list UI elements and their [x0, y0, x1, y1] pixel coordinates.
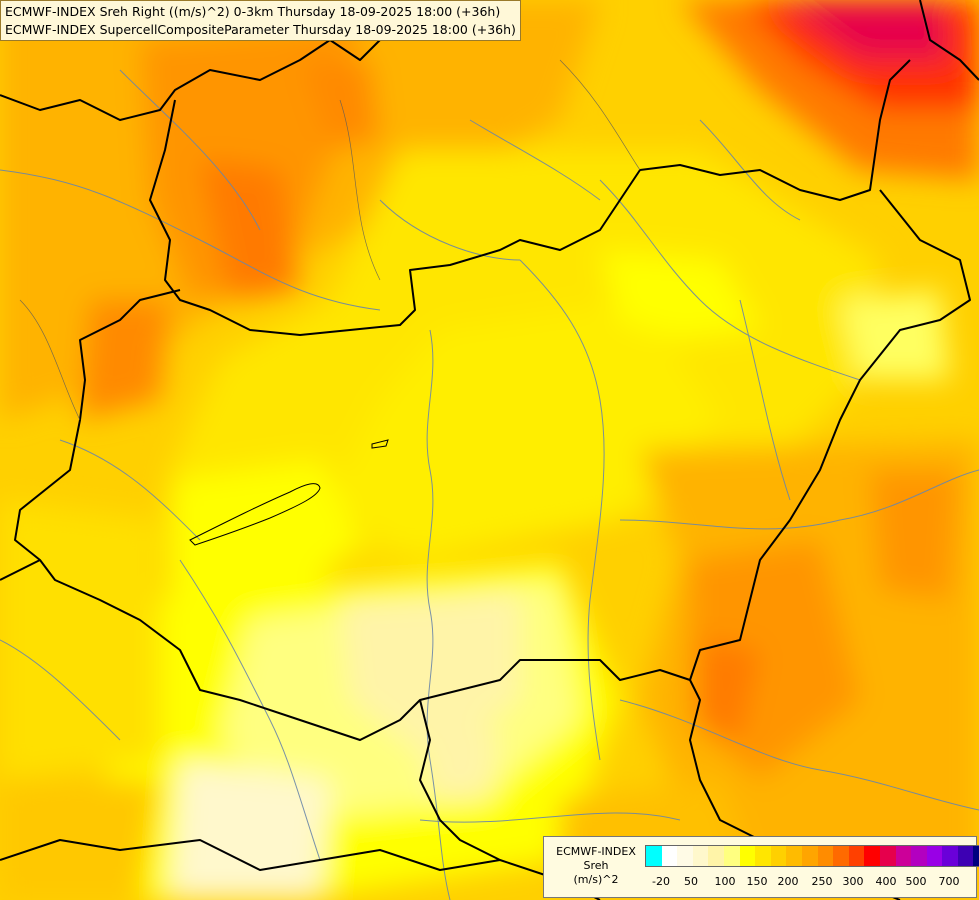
header-line-scp: ECMWF-INDEX SupercellCompositeParameter …: [5, 22, 516, 37]
legend-swatch: [677, 846, 693, 866]
header-panel: ECMWF-INDEX Sreh Right ((m/s)^2) 0-3km T…: [0, 0, 521, 41]
legend-ticks: -20 50 100 150 200 250 300 400 500 700: [544, 875, 976, 891]
legend-swatch: [739, 846, 756, 866]
legend-swatch: [864, 846, 880, 866]
legend-tick-label: 200: [777, 875, 799, 888]
legend-swatch: [661, 846, 678, 866]
legend-swatch: [801, 846, 818, 866]
small-lake: [371, 439, 389, 449]
legend-swatch: [911, 846, 927, 866]
rivers: [0, 69, 979, 900]
legend-swatch: [848, 846, 865, 866]
legend-swatch: [692, 846, 709, 866]
legend-swatch: [926, 846, 943, 866]
legend-title-line3: (m/s)^2: [573, 873, 619, 886]
lake-balaton: [189, 483, 321, 546]
legend-swatch: [957, 846, 974, 866]
legend-tick-label: 250: [811, 875, 833, 888]
legend-swatch: [708, 846, 724, 866]
legend-panel: ECMWF-INDEX Sreh (m/s)^2 -20 50 100 150 200 2…: [543, 836, 979, 898]
admin-lines: [19, 59, 641, 421]
legend-title-line1: ECMWF-INDEX: [556, 845, 636, 858]
legend-title: ECMWF-INDEX Sreh (m/s)^2: [548, 845, 644, 887]
legend-swatch: [770, 846, 787, 866]
legend-title-line2: Sreh: [583, 859, 609, 872]
legend-tick-label: 300: [842, 875, 864, 888]
legend-swatch: [723, 846, 740, 866]
legend-swatch: [895, 846, 912, 866]
legend-tick-label: 150: [746, 875, 768, 888]
legend-tick-label: 700: [938, 875, 960, 888]
legend-swatch: [879, 846, 896, 866]
legend-swatch: [646, 846, 662, 866]
legend-swatch: [817, 846, 834, 866]
legend-tick-label: 100: [714, 875, 736, 888]
legend-tick-label: 500: [905, 875, 927, 888]
legend-swatch: [942, 846, 958, 866]
header-line-sreh: ECMWF-INDEX Sreh Right ((m/s)^2) 0-3km T…: [5, 4, 501, 19]
legend-colorbar: [645, 845, 979, 867]
legend-tick-label: 50: [684, 875, 698, 888]
legend-swatch: [973, 846, 979, 866]
legend-tick-label: 400: [875, 875, 897, 888]
legend-tick-label: -20: [652, 875, 670, 888]
legend-swatch: [755, 846, 771, 866]
legend-swatch: [833, 846, 849, 866]
legend-swatch: [786, 846, 802, 866]
